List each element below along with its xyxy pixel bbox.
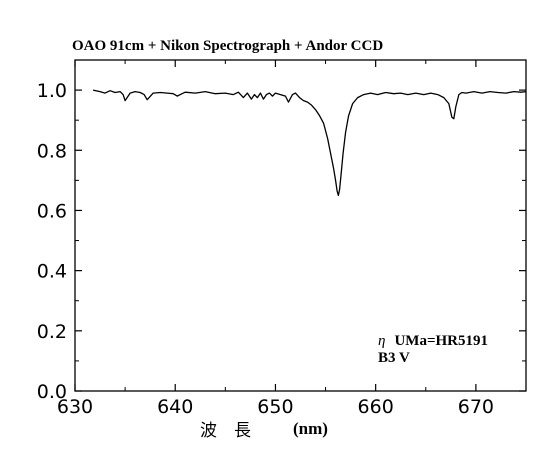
y-tick-label: 1.0 — [37, 80, 67, 102]
y-tick-label: 0.8 — [37, 140, 67, 162]
y-axis-ticks: 0.0 0.2 0.4 0.6 0.8 1.0 — [37, 59, 526, 403]
y-tick-label: 0.0 — [37, 381, 67, 403]
plot-frame — [74, 59, 527, 392]
star-annotation: η UMa=HR5191 — [378, 332, 488, 349]
spectrum-line-series — [92, 89, 527, 197]
star-name: UMa=HR5191 — [394, 333, 488, 349]
x-tick-label: 640 — [157, 396, 193, 418]
eta-symbol: η — [378, 333, 385, 349]
x-tick-label: 630 — [57, 396, 93, 418]
x-axis-label-unit: (nm) — [293, 419, 328, 438]
x-tick-label: 670 — [458, 396, 494, 418]
spectral-type-annotation: B3 V — [378, 350, 410, 366]
x-axis-ticks: 630 640 650 660 670 — [57, 60, 494, 418]
x-tick-label: 660 — [358, 396, 394, 418]
x-axis-label-jp: 波 長 — [200, 421, 251, 441]
y-tick-label: 0.2 — [37, 321, 67, 343]
y-tick-label: 0.6 — [37, 200, 67, 222]
x-tick-label: 650 — [257, 396, 293, 418]
y-tick-label: 0.4 — [37, 261, 67, 283]
chart-title: OAO 91cm + Nikon Spectrograph + Andor CC… — [72, 38, 383, 54]
